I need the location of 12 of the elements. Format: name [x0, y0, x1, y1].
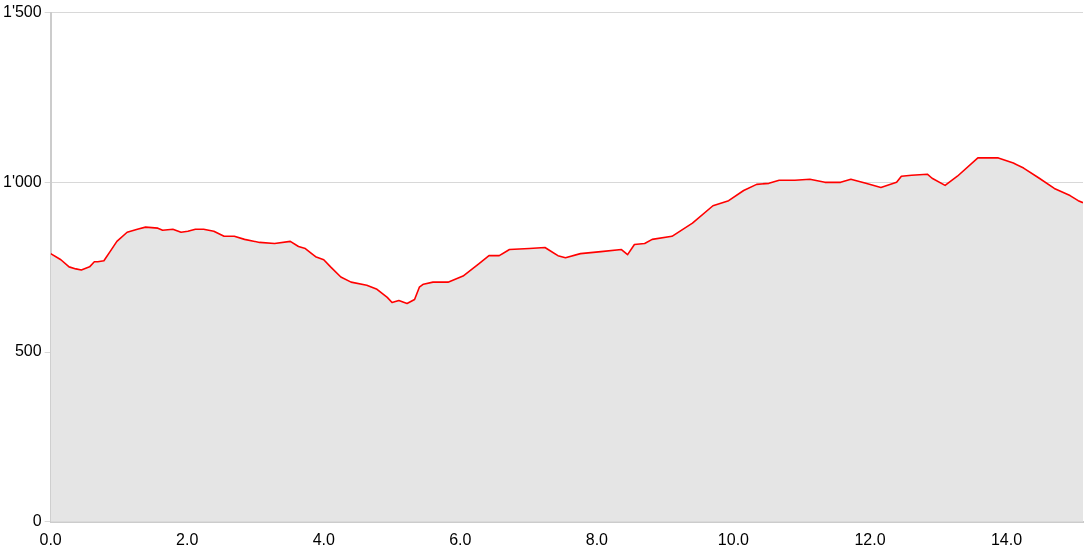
y-tick-label: 500	[14, 342, 42, 360]
x-tick-label: 14.0	[990, 530, 1023, 548]
x-tick-label: 6.0	[449, 530, 472, 548]
x-tick-label: 12.0	[854, 530, 886, 548]
y-tick-label: 1'500	[2, 3, 42, 21]
x-tick-label: 0.0	[39, 530, 62, 548]
x-tick-label: 8.0	[585, 530, 609, 548]
x-tick-label: 4.0	[312, 530, 335, 548]
y-tick-label: 0	[32, 512, 42, 530]
x-tick-label: 2.0	[176, 530, 199, 548]
x-tick-label: 10.0	[717, 530, 750, 548]
y-tick-label: 1'000	[2, 172, 42, 190]
